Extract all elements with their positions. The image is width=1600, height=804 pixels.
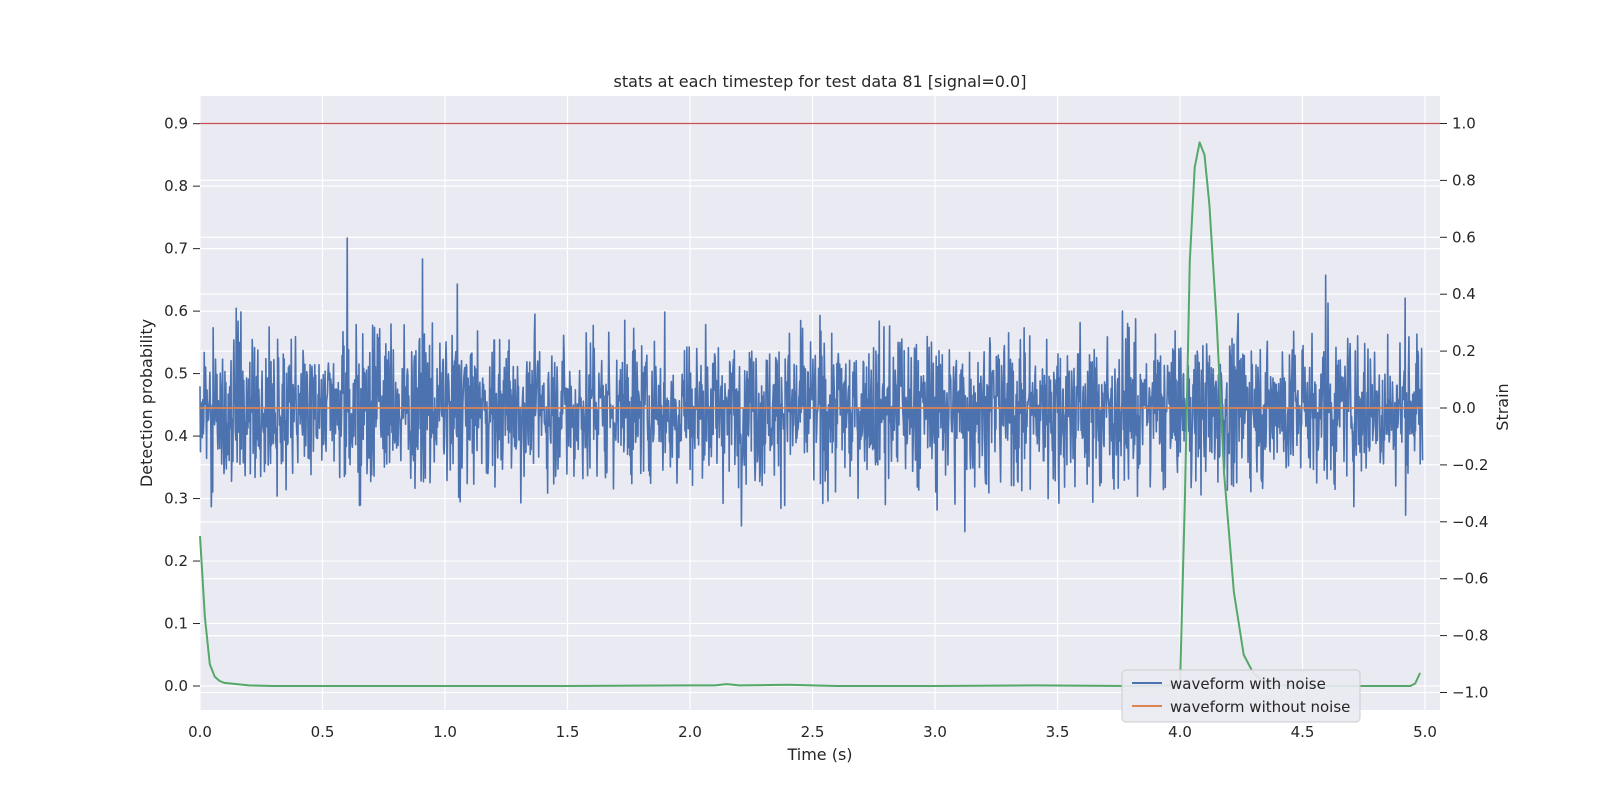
chart-title: stats at each timestep for test data 81 … [614,72,1027,91]
y-axis-right-label: Strain [1493,383,1512,430]
x-tick-label: 3.5 [1046,723,1070,741]
noise-waveform-line [199,237,1424,533]
x-tick-label: 0.5 [311,723,335,741]
x-tick-label: 4.5 [1291,723,1315,741]
x-axis-label: Time (s) [786,745,852,764]
y-right-tick-label: 0.0 [1452,399,1476,417]
legend-label-clean: waveform without noise [1170,698,1350,716]
y-right-tick-label: 0.8 [1452,171,1476,189]
y-left-tick-label: 0.3 [164,490,188,508]
y-right-tick-label: −0.4 [1452,513,1488,531]
y-left-tick-label: 0.1 [164,615,188,633]
x-tick-label: 1.5 [556,723,580,741]
y-right-tick-label: 0.6 [1452,228,1476,246]
x-tick-label: 2.0 [678,723,702,741]
y-left-tick-label: 0.2 [164,552,188,570]
y-axis-left-label: Detection probability [137,319,156,487]
y-right-tick-label: −0.8 [1452,627,1488,645]
y-left-tick-label: 0.6 [164,302,188,320]
y-left-tick-label: 0.5 [164,365,188,383]
y-left-tick-label: 0.4 [164,427,188,445]
y-right-tick-label: 0.4 [1452,285,1476,303]
y-left-tick-label: 0.7 [164,240,188,258]
tick-labels: 0.0 0.5 1.0 1.5 2.0 2.5 3.0 3.5 4.0 4.5 5.0 0.0 0.1 0… [164,115,1488,742]
waveform-with-noise-series [199,237,1424,533]
x-tick-label: 4.0 [1168,723,1192,741]
legend-label-noise: waveform with noise [1170,675,1326,693]
x-tick-label: 1.0 [433,723,457,741]
x-tick-label: 0.0 [188,723,212,741]
y-right-tick-label: 0.2 [1452,342,1476,360]
y-left-tick-label: 0.0 [164,677,188,695]
y-right-tick-label: −0.2 [1452,456,1488,474]
y-left-tick-label: 0.8 [164,177,188,195]
y-left-tick-label: 0.9 [164,115,188,133]
y-right-tick-label: −1.0 [1452,684,1488,702]
x-tick-label: 3.0 [923,723,947,741]
x-tick-label: 2.5 [801,723,825,741]
legend-box [1121,669,1361,723]
legend: waveform with noise waveform without noi… [1121,669,1361,723]
y-right-tick-label: −0.6 [1452,570,1488,588]
y-right-tick-label: 1.0 [1452,115,1476,133]
x-tick-label: 5.0 [1413,723,1437,741]
